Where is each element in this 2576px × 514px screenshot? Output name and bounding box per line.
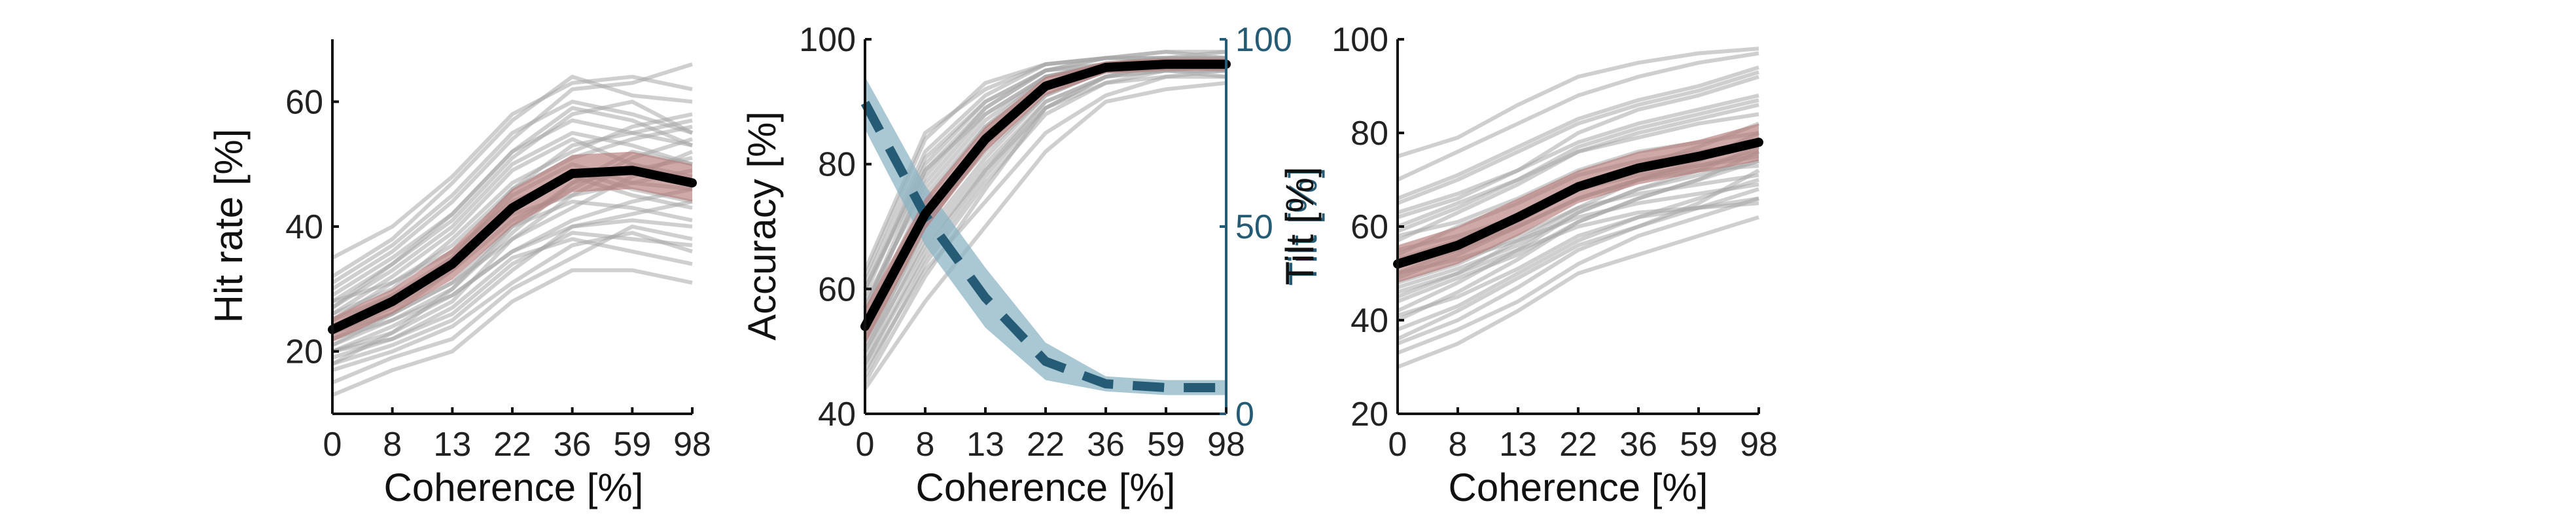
y-tick-label: 100 <box>1332 21 1388 59</box>
y-tick-label: 20 <box>285 333 323 371</box>
subject-lines <box>1396 46 1760 369</box>
tick-labels: 0 8 13 22 36 59 98 40 60 80 100 0 50 100 <box>799 21 1292 464</box>
subject-line <box>1396 70 1759 206</box>
x-tick-label: 59 <box>1680 426 1718 464</box>
subject-line <box>1397 93 1759 215</box>
y-tick-label: 20 <box>1350 395 1388 433</box>
y-axis-label: Accuracy [%] <box>740 111 784 340</box>
subject-line <box>332 218 693 341</box>
right-y-tick-label: 0 <box>1235 395 1254 433</box>
x-axis-label: Coherence [%] <box>916 466 1176 509</box>
accuracy-chart: 0 8 13 22 36 59 98 40 60 80 100 0 50 100 Coherence [%… <box>740 21 1325 509</box>
x-tick-label: 36 <box>1087 426 1125 464</box>
tick-labels: 0 8 13 22 36 59 98 20 40 60 <box>285 83 711 464</box>
right-y-tick-label: 100 <box>1235 21 1292 59</box>
x-tick-label: 13 <box>966 426 1004 464</box>
band-area <box>332 151 692 342</box>
y-tick-label: 40 <box>285 208 323 246</box>
x-tick-label: 22 <box>1027 426 1065 464</box>
y-tick-label: 60 <box>818 270 856 308</box>
x-tick-label: 0 <box>1388 426 1407 464</box>
x-tick-label: 22 <box>493 426 531 464</box>
confidence-band <box>332 151 692 342</box>
subject-line <box>863 68 1227 378</box>
x-tick-label: 13 <box>433 426 471 464</box>
x-tick-label: 13 <box>1499 426 1537 464</box>
subject-line <box>1396 65 1759 200</box>
tilt-chart: 0 8 13 22 36 59 98 20 40 60 80 100 Coherence [%] Ti… <box>1278 21 1778 509</box>
subject-line <box>1396 196 1759 355</box>
subject-line <box>1397 75 1759 219</box>
x-tick-label: 59 <box>613 426 651 464</box>
hit-rate-chart: 0 8 13 22 36 59 98 20 40 60 Coherence [%] Hit rat… <box>207 39 711 509</box>
x-tick-label: 8 <box>383 426 402 464</box>
subject-line <box>863 81 1227 390</box>
subject-line <box>331 100 693 285</box>
subject-line <box>863 50 1227 271</box>
x-tick-label: 8 <box>1449 426 1468 464</box>
subject-line <box>1396 177 1759 332</box>
subject-line <box>331 62 693 291</box>
y-tick-label: 60 <box>285 83 323 121</box>
mean-line <box>1393 138 1763 269</box>
y-tick-label: 80 <box>1350 115 1388 153</box>
subject-line <box>331 75 693 278</box>
x-tick-label: 98 <box>1207 426 1245 464</box>
subject-line <box>331 225 693 385</box>
tilt-band <box>865 77 1226 395</box>
subject-line <box>1396 159 1759 322</box>
subject-line <box>332 230 693 373</box>
mean-path <box>1393 138 1763 269</box>
x-tick-label: 0 <box>323 426 342 464</box>
x-axis-label: Coherence [%] <box>384 466 644 509</box>
y-tick-label: 40 <box>818 395 856 433</box>
x-tick-label: 98 <box>673 426 711 464</box>
right-y-tick-label: 50 <box>1235 208 1273 246</box>
x-axis-label: Coherence [%] <box>1449 466 1708 509</box>
x-tick-label: 36 <box>1619 426 1657 464</box>
x-tick-label: 22 <box>1559 426 1597 464</box>
subject-line <box>331 118 693 310</box>
tilt-confidence-band <box>865 77 1226 395</box>
y-tick-label: 100 <box>799 21 856 59</box>
subject-line <box>331 75 693 260</box>
subject-lines <box>331 62 694 397</box>
x-tick-label: 98 <box>1740 426 1778 464</box>
mean-line <box>860 60 1231 331</box>
subject-line <box>331 131 693 310</box>
subject-line <box>1397 46 1759 158</box>
y-tick-label: 40 <box>1350 302 1388 340</box>
subject-line <box>331 268 693 397</box>
tick-labels: 0 8 13 22 36 59 98 20 40 60 80 100 <box>1332 21 1778 464</box>
subject-line <box>1396 112 1759 243</box>
subject-line <box>1396 98 1759 233</box>
mean-line <box>328 166 697 335</box>
x-tick-label: 0 <box>856 426 875 464</box>
subject-line <box>1397 196 1759 318</box>
y-tick-label: 60 <box>1350 208 1388 246</box>
axes <box>1396 38 1760 415</box>
x-tick-label: 8 <box>916 426 935 464</box>
subject-line <box>332 230 693 354</box>
mean-path <box>328 166 697 335</box>
y-axis-label: Hit rate [%] <box>207 129 251 323</box>
y-tick-label: 80 <box>818 146 856 184</box>
axes <box>331 39 694 415</box>
subject-line <box>1396 168 1760 341</box>
subject-line <box>1396 51 1759 182</box>
subject-line <box>1396 215 1759 369</box>
right-y-axis-label: Tilt [%] <box>1281 167 1325 285</box>
axes <box>864 38 1227 415</box>
mean-path <box>860 60 1231 331</box>
y-axis-label: Tilt [%] <box>1278 166 1322 285</box>
subject-line <box>332 199 693 366</box>
x-tick-label: 59 <box>1147 426 1185 464</box>
x-tick-label: 36 <box>554 426 591 464</box>
